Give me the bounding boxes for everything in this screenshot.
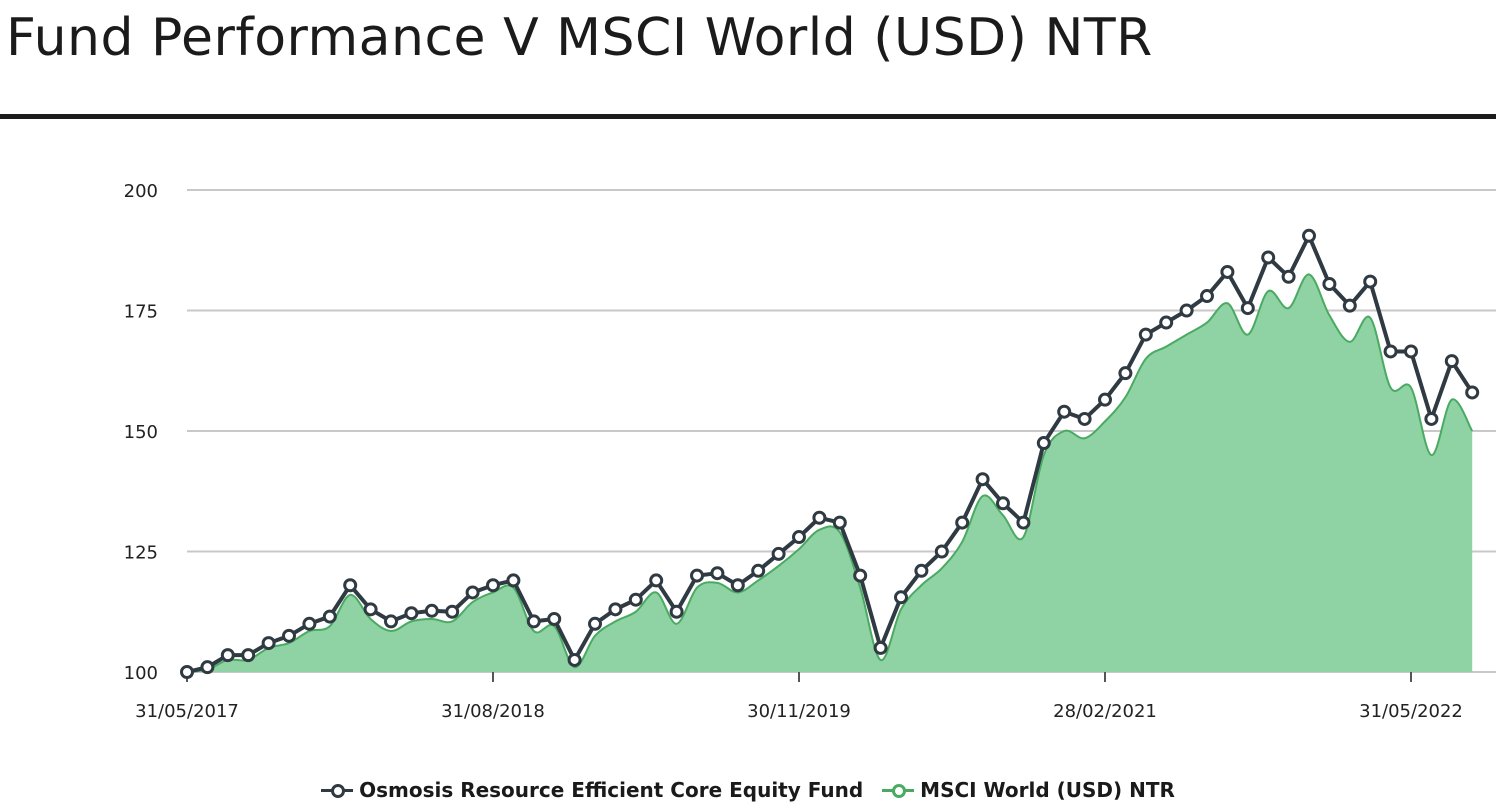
y-axis-ticks: 100 125 150 175 200	[124, 181, 158, 684]
fund-point[interactable]	[1118, 366, 1133, 381]
fund-point[interactable]	[914, 563, 929, 578]
x-tick-label: 31/05/2022	[1359, 701, 1463, 722]
fund-point[interactable]	[1138, 327, 1153, 342]
fund-point[interactable]	[649, 573, 664, 588]
fund-point[interactable]	[547, 611, 562, 626]
fund-point[interactable]	[302, 616, 317, 631]
fund-point[interactable]	[975, 472, 990, 487]
fund-point[interactable]	[608, 602, 623, 617]
y-tick-label: 100	[124, 663, 158, 684]
fund-point[interactable]	[363, 602, 378, 617]
fund-point[interactable]	[710, 566, 725, 581]
fund-point[interactable]	[669, 604, 684, 619]
fund-point[interactable]	[1261, 250, 1276, 265]
title-divider	[0, 114, 1496, 119]
fund-point[interactable]	[506, 573, 521, 588]
fund-point[interactable]	[282, 628, 296, 643]
fund-point[interactable]	[628, 592, 643, 607]
fund-point[interactable]	[1363, 274, 1378, 289]
legend: Osmosis Resource Efficient Core Equity F…	[0, 778, 1496, 802]
fund-point[interactable]	[322, 609, 337, 624]
fund-point[interactable]	[1179, 303, 1194, 318]
fund-point[interactable]	[1057, 404, 1072, 419]
fund-point[interactable]	[934, 544, 949, 559]
fund-point[interactable]	[1281, 269, 1296, 284]
legend-swatch-benchmark	[882, 783, 915, 798]
fund-point[interactable]	[853, 568, 868, 583]
x-tick-label: 30/11/2019	[747, 701, 851, 722]
legend-swatch-fund	[321, 783, 354, 798]
fund-point[interactable]	[751, 563, 766, 578]
fund-line	[186, 233, 1474, 674]
fund-point[interactable]	[1302, 228, 1316, 243]
x-tick-label: 31/05/2017	[135, 701, 239, 722]
x-tick-label: 31/08/2018	[441, 701, 545, 722]
fund-point[interactable]	[730, 578, 745, 593]
fund-point[interactable]	[588, 616, 602, 631]
fund-point[interactable]	[241, 648, 256, 663]
x-axis-ticks: 31/05/2017 31/08/2018 30/11/2019 28/02/2021…	[135, 672, 1463, 722]
fund-point[interactable]	[1220, 264, 1235, 279]
fund-point[interactable]	[526, 614, 541, 629]
fund-point[interactable]	[1077, 411, 1092, 426]
y-tick-label: 125	[124, 543, 158, 564]
fund-point[interactable]	[996, 496, 1010, 511]
legend-label-benchmark: MSCI World (USD) NTR	[920, 778, 1175, 802]
fund-point[interactable]	[1424, 411, 1439, 426]
fund-point[interactable]	[465, 585, 480, 600]
fund-point[interactable]	[1342, 298, 1357, 313]
legend-label-fund: Osmosis Resource Efficient Core Equity F…	[359, 778, 864, 802]
fund-point[interactable]	[1322, 276, 1337, 291]
fund-point[interactable]	[1240, 301, 1255, 316]
fund-point[interactable]	[343, 578, 358, 593]
fund-point[interactable]	[384, 614, 398, 629]
fund-point[interactable]	[955, 515, 970, 530]
fund-point[interactable]	[180, 665, 194, 679]
chart-title: Fund Performance V MSCI World (USD) NTR	[6, 8, 1153, 68]
fund-point[interactable]	[1465, 385, 1480, 400]
fund-point[interactable]	[832, 515, 847, 530]
fund-point[interactable]	[771, 546, 786, 561]
benchmark-area	[187, 274, 1473, 672]
fund-points	[180, 228, 1480, 679]
fund-point[interactable]	[1098, 392, 1112, 407]
fund-point[interactable]	[486, 578, 500, 593]
fund-point[interactable]	[1444, 354, 1459, 369]
y-tick-label: 175	[124, 302, 158, 323]
y-tick-label: 200	[124, 181, 158, 202]
fund-point[interactable]	[1016, 515, 1031, 530]
fund-point[interactable]	[404, 606, 419, 621]
fund-point[interactable]	[1159, 315, 1174, 330]
x-tick-label: 28/02/2021	[1053, 701, 1157, 722]
fund-point[interactable]	[1200, 289, 1214, 304]
fund-point[interactable]	[873, 640, 888, 655]
fund-point[interactable]	[445, 604, 460, 619]
fund-point[interactable]	[261, 636, 276, 651]
fund-point[interactable]	[690, 568, 704, 583]
fund-point[interactable]	[220, 648, 235, 663]
y-tick-label: 150	[124, 422, 158, 443]
fund-point[interactable]	[424, 603, 439, 618]
fund-point[interactable]	[1036, 436, 1051, 451]
fund-point[interactable]	[894, 590, 908, 605]
legend-item-fund[interactable]: Osmosis Resource Efficient Core Equity F…	[321, 778, 863, 802]
legend-item-benchmark[interactable]: MSCI World (USD) NTR	[882, 778, 1175, 802]
fund-point[interactable]	[567, 652, 582, 667]
fund-point[interactable]	[812, 510, 827, 525]
fund-point[interactable]	[200, 660, 215, 675]
benchmark-line	[186, 273, 1474, 673]
fund-point[interactable]	[792, 530, 806, 545]
fund-point[interactable]	[1404, 344, 1418, 359]
fund-point[interactable]	[1383, 344, 1398, 359]
